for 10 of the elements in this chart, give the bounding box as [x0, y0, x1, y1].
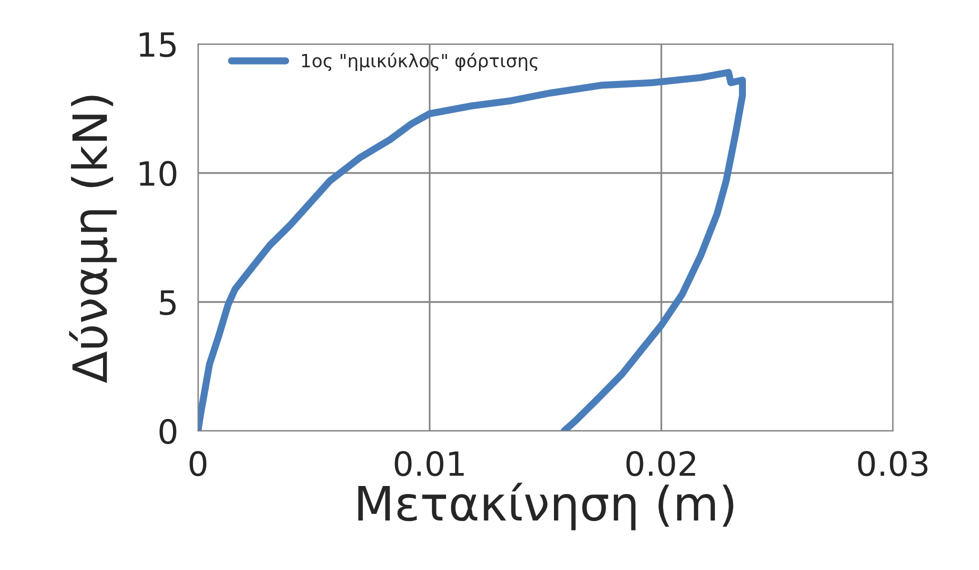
y-tick-label: 15: [140, 32, 176, 58]
x-tick-label: 0.02: [626, 451, 696, 476]
y-tick-label: 0: [160, 418, 176, 444]
y-tick-label: 10: [140, 160, 176, 186]
x-tick-label: 0.01: [394, 451, 464, 476]
y-tick-label: 5: [160, 290, 176, 316]
x-axis-title: Μετακίνηση (m): [358, 482, 734, 530]
y-axis-title: Δύναμη (kN): [69, 96, 117, 383]
x-tick-label: 0: [190, 451, 206, 476]
x-tick-label: 0.03: [858, 451, 928, 476]
